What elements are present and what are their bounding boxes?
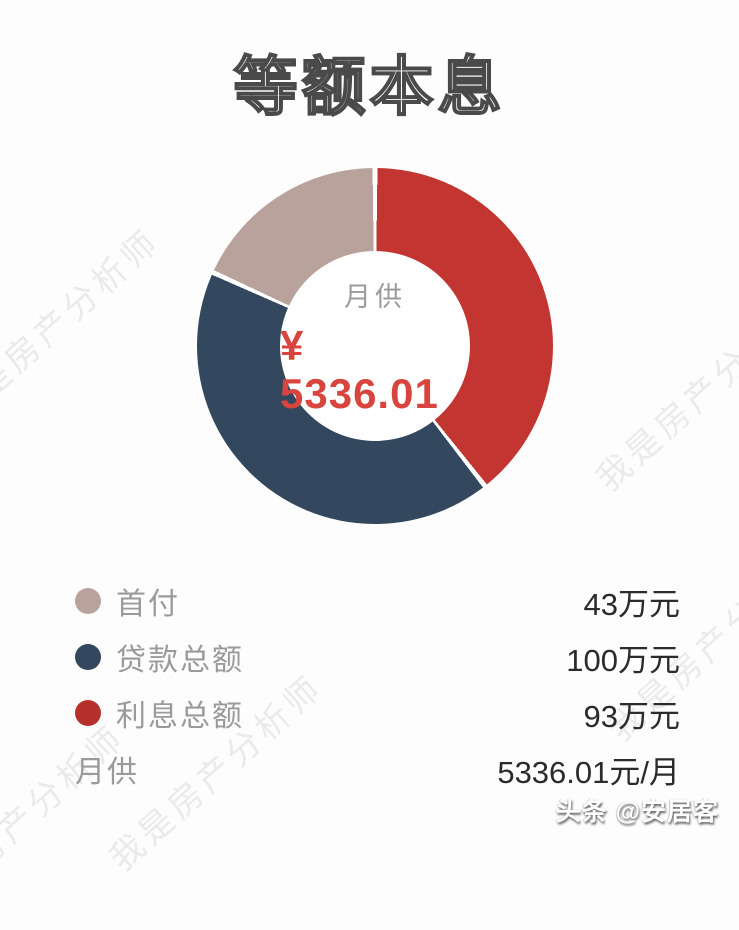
legend-row-loan-total: 贷款总额 100万元 <box>75 629 680 685</box>
page-title: 等额本息 <box>233 50 506 124</box>
donut-center-label: 月供 <box>344 281 406 312</box>
downpayment-dot-icon <box>75 588 101 614</box>
watermark-text: 我是房产分析师 <box>589 287 739 499</box>
credit-byline: 头条 @安居客 <box>555 798 719 826</box>
legend-value: 100万元 <box>566 642 680 678</box>
legend-value: 5336.01元/月 <box>497 754 680 790</box>
legend-label: 贷款总额 <box>116 644 244 677</box>
legend-label: 利息总额 <box>116 700 244 733</box>
legend-label: 月供 <box>75 756 139 789</box>
donut-chart: 月供 ¥ 5336.01 <box>197 168 553 524</box>
donut-center-value: ¥ 5336.01 <box>280 321 439 417</box>
legend-label: 首付 <box>116 588 180 621</box>
legend-value: 93万元 <box>583 698 680 734</box>
loan-total-dot-icon <box>75 644 101 670</box>
watermark-text: 我是房产分析师 <box>0 221 168 433</box>
legend-row-downpayment: 首付 43万元 <box>75 573 680 629</box>
legend-row-monthly-payment: 月供 5336.01元/月 <box>75 741 680 797</box>
legend-value: 43万元 <box>583 586 680 622</box>
legend-row-interest-total: 利息总额 93万元 <box>75 685 680 741</box>
interest-total-dot-icon <box>75 700 101 726</box>
donut-center: 月供 ¥ 5336.01 <box>280 251 470 441</box>
legend: 首付 43万元 贷款总额 100万元 利息总额 93万元 月供 5336.01元… <box>75 573 680 797</box>
